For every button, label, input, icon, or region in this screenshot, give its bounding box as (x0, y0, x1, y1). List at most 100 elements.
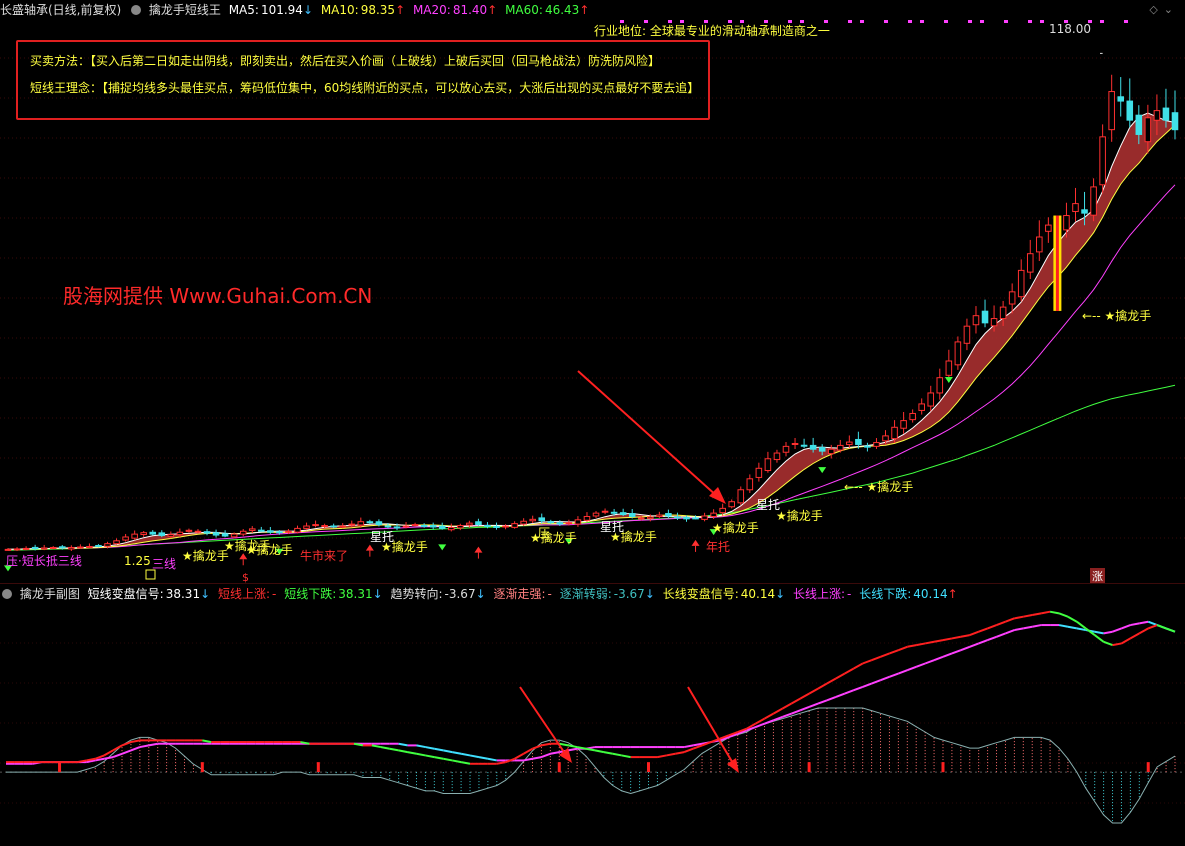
candle-body (1135, 114, 1143, 135)
candle-body (131, 533, 138, 539)
long-signal-segment (443, 749, 453, 754)
short-signal-segment (86, 757, 96, 762)
short-signal-segment (585, 747, 596, 752)
candle-body (429, 525, 437, 528)
candle-body (846, 441, 853, 446)
long-signal-segment (460, 752, 471, 757)
candle-body (791, 443, 799, 446)
candle-body (909, 412, 916, 421)
long-signal-segment (487, 757, 497, 762)
magenta-dot (740, 20, 744, 23)
long-signal-segment (532, 756, 542, 760)
label-qinlongshou-top: ←-- ★擒龙手 (1082, 309, 1152, 323)
sub-name[interactable]: 擒龙手副图 (19, 587, 80, 601)
long-signal-segment (871, 679, 881, 685)
magenta-dot (860, 20, 864, 23)
short-signal-segment (1165, 627, 1176, 633)
short-signal-segment (764, 712, 774, 720)
candle-body (393, 526, 401, 529)
weak-arrow: ↓ (644, 587, 655, 601)
main-grid (0, 20, 1185, 539)
main-candlestick-chart[interactable] (0, 18, 1185, 584)
candle-body (927, 392, 935, 407)
ma10-arrow: ↑ (395, 3, 406, 17)
candle-body (1153, 110, 1161, 121)
concept-note: 短线王理念：【捕捉均线多头最佳买点，筹码低位集中，60均线附近的买点，可以放心去… (30, 79, 699, 96)
short-signal-segment (443, 757, 453, 762)
long-signal-segment (139, 744, 149, 749)
red-signal-tick (1146, 762, 1150, 773)
red-signal-tick (557, 762, 561, 773)
candle-body (511, 523, 518, 528)
candle-body (809, 444, 817, 450)
trend-value: -3.67 (444, 587, 476, 601)
label-qinlongshou-h: ★擒龙手 (182, 549, 229, 563)
long-signal-segment (425, 746, 435, 750)
candle-body (375, 521, 383, 526)
short-signal-segment (817, 682, 828, 690)
candle-body (493, 525, 500, 528)
long-sig-label: 长线变盘信号: (662, 587, 739, 601)
indicator-name[interactable]: 擒龙手短线王 (148, 3, 221, 17)
short-signal-segment (416, 752, 426, 757)
magenta-dot (680, 20, 684, 23)
sub-arrow-head-a (559, 748, 572, 763)
diamond-icon[interactable]: ◇ (1149, 3, 1164, 16)
stock-name[interactable]: 长盛轴承(日线,前复权) (0, 3, 122, 17)
candle-body (267, 530, 274, 533)
gear-icon-sub[interactable] (2, 589, 12, 599)
sub-indicator-chart[interactable] (0, 603, 1185, 846)
long-signal-segment (416, 744, 426, 749)
long-signal-segment (1067, 625, 1078, 630)
long-signal-segment (1032, 624, 1042, 628)
magenta-dot (908, 20, 912, 23)
short-signal-segment (300, 741, 310, 745)
candle-body (637, 517, 645, 520)
sig-arrow: ↓ (200, 587, 211, 601)
candle-body (836, 444, 844, 451)
green-down-arrow (944, 377, 953, 383)
candle-body (312, 524, 319, 527)
ma5-value: 101.94 (260, 3, 303, 17)
green-down-arrow (709, 529, 718, 536)
candle-body (610, 511, 618, 514)
short-signal-segment (389, 747, 399, 752)
short-signal-segment (675, 751, 685, 755)
candle-body (583, 515, 591, 521)
long-signal-segment (1147, 620, 1158, 626)
short-signal-segment (612, 752, 622, 757)
red-up-arrow (691, 539, 700, 546)
magenta-dot (668, 20, 672, 23)
candle-body (782, 445, 790, 453)
chevron-down-icon[interactable]: ⌄ (1163, 3, 1179, 16)
gear-icon[interactable] (131, 5, 142, 15)
short-signal-segment (853, 662, 864, 670)
magenta-dot (620, 20, 624, 23)
magenta-dot (1028, 20, 1032, 23)
candle-body (366, 521, 374, 524)
candle-body (963, 325, 971, 344)
long-signal-segment (1076, 627, 1086, 632)
long-signal-segment (764, 719, 774, 725)
candle-body (258, 529, 265, 532)
short-signal-segment (799, 692, 810, 700)
label-qinlongshou-d: ★擒龙手 (530, 531, 577, 545)
candle-body (547, 521, 555, 524)
down-arrow: ↓ (372, 587, 383, 601)
candle-body (194, 530, 202, 533)
red-up-arrow (365, 544, 374, 551)
long-down-label: 长线下跌: (859, 587, 912, 601)
short-signal-segment (889, 649, 899, 655)
long-signal-segment (746, 726, 756, 732)
magenta-dot (1100, 20, 1104, 23)
window-controls[interactable]: ◇⌄ (1149, 3, 1179, 16)
candle-body (972, 315, 980, 326)
candle-body (800, 444, 808, 447)
ma-lines (7, 112, 1176, 551)
candle-body (773, 452, 781, 461)
candle-body (104, 543, 111, 547)
long-signal-segment (933, 655, 944, 662)
long-signal-segment (719, 736, 730, 742)
main-chart-header: 长盛轴承(日线,前复权) 擒龙手短线王 MA5: 101.94↓ MA10: 98.… (0, 0, 593, 20)
industry-status: 行业地位: 全球最专业的滑动轴承制造商之一 (594, 24, 830, 38)
